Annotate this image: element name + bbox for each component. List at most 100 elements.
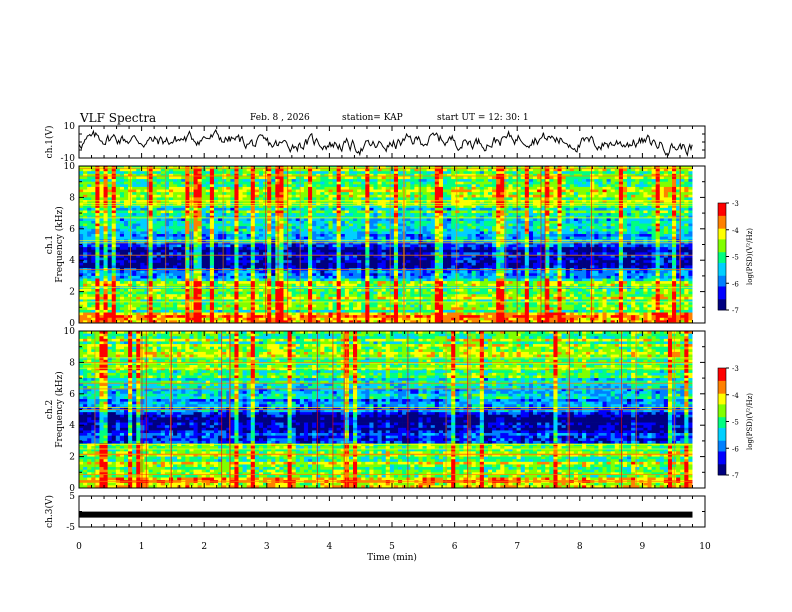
ch1-spectrogram-cell xyxy=(565,194,571,198)
ch1-spectrogram-cell xyxy=(455,179,460,182)
ch1-spectrogram-cell xyxy=(532,247,538,251)
ch1-spectrogram-cell xyxy=(344,194,350,198)
ch1-spectrogram-cell xyxy=(443,226,448,230)
ch1-spectrogram-cell xyxy=(573,226,579,230)
ch1-spectrogram-cell xyxy=(549,176,554,180)
ch1-spectrogram-cell xyxy=(377,181,382,185)
ch1-spectrogram-cell xyxy=(430,218,436,222)
ch1-spectrogram-cell xyxy=(455,181,460,185)
ch1-spectrogram-cell xyxy=(606,202,611,206)
ch1-spectrogram-cell xyxy=(406,200,411,203)
ch1-spectrogram-cell xyxy=(496,220,501,224)
ch1-spectrogram-cell xyxy=(680,213,685,217)
ch1-spectrogram-cell xyxy=(590,244,595,248)
ch1-spectrogram-cell xyxy=(279,186,284,190)
ch1-spectrogram-cell xyxy=(381,186,387,190)
ch1-spectrogram-cell xyxy=(348,241,354,245)
ch1-spectrogram-cell xyxy=(582,213,587,217)
ch1-spectrogram-cell xyxy=(79,247,84,251)
ch1-spectrogram-cell xyxy=(459,231,464,235)
ch1-spectrogram-cell xyxy=(140,184,145,188)
ch1-spectrogram-cell xyxy=(332,223,337,227)
ch1-spectrogram-cell xyxy=(205,189,211,193)
ch1-spectrogram-cell xyxy=(332,189,337,193)
ch1-spectrogram-cell xyxy=(181,220,186,224)
ch1-spectrogram-cell xyxy=(586,168,591,172)
ch1-spectrogram-cell xyxy=(643,215,648,219)
ch1-spectrogram-cell xyxy=(389,197,395,201)
ch1-spectrogram-cell xyxy=(594,179,599,182)
ch1-spectrogram-cell xyxy=(238,231,243,235)
ch1-spectrogram-cell xyxy=(672,210,677,214)
ch1-spectrogram-cell xyxy=(459,207,464,211)
ch1-spectrogram-cell xyxy=(487,197,493,201)
ch1-spectrogram-cell xyxy=(672,241,677,245)
ch1-spectrogram-cell xyxy=(528,247,534,251)
ch1-spectrogram-cell xyxy=(168,244,174,248)
ch1-spectrogram-cell xyxy=(119,197,125,201)
ch1-spectrogram-cell xyxy=(528,197,534,201)
ch1-spectrogram-cell xyxy=(344,202,350,206)
ch1-spectrogram-cell xyxy=(553,192,558,196)
ch1-spectrogram-cell xyxy=(512,197,517,201)
ch1-spectrogram-cell xyxy=(426,176,432,180)
ch1-spectrogram-cell xyxy=(132,247,137,251)
ch1-spectrogram-cell xyxy=(344,236,350,240)
ch1-spectrogram-cell xyxy=(627,168,632,172)
ch1-spectrogram-cell xyxy=(459,197,464,201)
ch1-spectrogram-cell xyxy=(287,226,292,230)
ch1-spectrogram-cell xyxy=(602,200,607,203)
ch1-spectrogram-cell xyxy=(541,202,546,206)
ch1-spectrogram-cell xyxy=(561,184,566,188)
ch1-spectrogram-cell xyxy=(610,192,616,196)
ch1-spectrogram-cell xyxy=(91,231,96,235)
ch1-spectrogram-cell xyxy=(267,194,272,198)
ch1-spectrogram-cell xyxy=(328,247,333,251)
ch1-spectrogram-cell xyxy=(631,228,636,232)
ch1-spectrogram-cell xyxy=(365,176,370,180)
ch1-spectrogram-cell xyxy=(365,218,370,222)
ch1-spectrogram-cell xyxy=(353,197,358,201)
ch1-spectrogram-cell xyxy=(242,228,247,232)
ch1-spectrogram-cell xyxy=(561,186,566,190)
ch1-spectrogram-cell xyxy=(295,231,301,235)
ch1-spectrogram-cell xyxy=(156,215,162,219)
ch1-spectrogram-cell xyxy=(144,247,149,251)
ch1-spectrogram-cell xyxy=(508,213,513,217)
ch1-spectrogram-cell xyxy=(79,241,84,245)
ch1-spectrogram-cell xyxy=(308,189,313,193)
ch1-spectrogram-cell xyxy=(181,189,186,193)
ch1-spectrogram-cell xyxy=(218,234,223,237)
ch1-spectrogram-cell xyxy=(226,210,231,214)
ch1-spectrogram-cell xyxy=(181,202,186,206)
ch1-spectrogram-cell xyxy=(647,197,652,201)
ch1-spectrogram-cell xyxy=(459,215,464,219)
ch1-spectrogram-cell xyxy=(115,220,121,224)
ch1-spectrogram-cell xyxy=(234,226,239,230)
ch1-spectrogram-cell xyxy=(500,207,505,211)
ch1-spectrogram-cell xyxy=(136,181,141,185)
ch1-spectrogram-cell xyxy=(316,189,321,193)
ch1-spectrogram-cell xyxy=(651,197,656,201)
ch1-spectrogram-cell xyxy=(348,210,354,214)
ch1-spectrogram-cell xyxy=(173,179,178,182)
ch1-spectrogram-cell xyxy=(455,228,460,232)
ch1-spectrogram-cell xyxy=(467,197,472,201)
ch1-spectrogram-cell xyxy=(659,194,665,198)
ch1-spectrogram-cell xyxy=(132,202,137,206)
ch1-spectrogram-cell xyxy=(218,171,223,175)
ch1-spectrogram-cell xyxy=(254,244,260,248)
ch1-spectrogram-cell xyxy=(475,213,481,217)
ch1-spectrogram-cell xyxy=(279,249,284,253)
ch1-spectrogram-cell xyxy=(287,202,292,206)
ch1-spectrogram-cell xyxy=(684,184,689,188)
ch1-spectrogram-cell xyxy=(156,205,162,209)
ch1-spectrogram-cell xyxy=(79,194,84,198)
ch1-spectrogram-cell xyxy=(279,226,284,230)
ch1-spectrogram-cell xyxy=(561,197,566,201)
ch1-spectrogram-cell xyxy=(614,226,620,230)
ch1-spectrogram-cell xyxy=(504,200,509,203)
ch1-spectrogram-cell xyxy=(218,231,223,235)
ch1-spectrogram-cell xyxy=(160,249,166,253)
ch1-spectrogram-cell xyxy=(140,205,145,209)
